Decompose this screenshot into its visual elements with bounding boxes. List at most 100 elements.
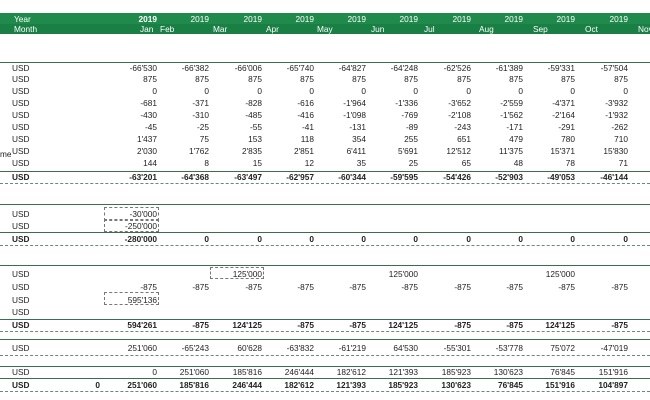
total-cell: -59'595: [390, 172, 418, 182]
input-box[interactable]: [104, 207, 159, 221]
total-cell: -52'903: [495, 172, 523, 182]
value-cell: -875: [506, 282, 523, 292]
currency-label: USD: [12, 146, 30, 156]
row-separator: [0, 232, 650, 233]
month-cell: Jul: [424, 24, 435, 34]
month-cell: Apr: [266, 24, 279, 34]
value-cell: 144: [143, 158, 157, 168]
value-cell: -64'827: [338, 63, 366, 73]
year-cell: 2019: [295, 14, 314, 24]
row-separator: [0, 183, 650, 184]
total-cell: -280'000: [124, 234, 157, 244]
value-cell: 71: [618, 158, 628, 168]
value-cell: 875: [352, 74, 366, 84]
value-cell: -875: [401, 282, 418, 292]
value-cell: -2'164: [552, 110, 575, 120]
total-cell: 0: [361, 234, 366, 244]
pre-value: 0: [95, 380, 100, 390]
value-cell: -875: [140, 282, 157, 292]
value-cell: 875: [614, 74, 628, 84]
value-cell: 0: [466, 86, 471, 96]
row-separator: [0, 171, 650, 172]
currency-label: USD: [12, 221, 30, 231]
value-cell: 0: [152, 367, 157, 377]
value-cell: 125'000: [388, 269, 418, 279]
month-cell: Nov: [638, 24, 650, 34]
value-cell: -55'301: [443, 343, 471, 353]
total-cell: 246'444: [232, 380, 262, 390]
value-cell: 65: [461, 158, 471, 168]
value-cell: -250'000: [124, 221, 157, 231]
value-cell: 479: [509, 134, 523, 144]
row-separator: [0, 355, 650, 356]
value-cell: 595'136: [127, 295, 157, 305]
value-cell: -30'000: [129, 209, 157, 219]
value-cell: 1'437: [136, 134, 157, 144]
value-cell: 125'000: [232, 269, 262, 279]
row-separator: [0, 245, 650, 246]
value-cell: -875: [454, 282, 471, 292]
row-separator: [0, 62, 650, 63]
value-cell: 875: [143, 74, 157, 84]
total-cell: 130'623: [441, 380, 471, 390]
value-cell: -1'098: [343, 110, 366, 120]
total-cell: -46'144: [600, 172, 628, 182]
total-cell: 182'612: [284, 380, 314, 390]
total-cell: 76'845: [497, 380, 523, 390]
currency-label: USD: [12, 234, 30, 244]
total-cell: -54'426: [443, 172, 471, 182]
currency-label: USD: [12, 158, 30, 168]
value-cell: -416: [297, 110, 314, 120]
currency-label: USD: [12, 295, 30, 305]
edge-fragment-row9: me: [0, 149, 12, 159]
currency-label: USD: [12, 63, 30, 73]
value-cell: -875: [349, 282, 366, 292]
total-cell: 0: [257, 234, 262, 244]
row-separator: [0, 366, 650, 367]
total-cell: 0: [518, 234, 523, 244]
value-cell: 121'393: [388, 367, 418, 377]
value-cell: 118: [300, 134, 314, 144]
row-separator: [0, 331, 650, 332]
year-cell: 2019: [609, 14, 628, 24]
value-cell: -171: [506, 122, 523, 132]
total-cell: 0: [623, 234, 628, 244]
value-cell: 12: [304, 158, 314, 168]
total-cell: -63'201: [129, 172, 157, 182]
value-cell: -2'108: [448, 110, 471, 120]
value-cell: 151'916: [598, 367, 628, 377]
currency-label: USD: [12, 380, 30, 390]
value-cell: 75: [199, 134, 209, 144]
year-cell: 2019: [243, 14, 262, 24]
value-cell: -291: [558, 122, 575, 132]
year-cell: 2019: [556, 14, 575, 24]
currency-label: USD: [12, 269, 30, 279]
value-cell: 0: [257, 86, 262, 96]
currency-label: USD: [12, 307, 30, 317]
value-cell: 15'830: [603, 146, 628, 156]
year-cell: 2019: [452, 14, 471, 24]
currency-label: USD: [12, 98, 30, 108]
value-cell: 246'444: [284, 367, 314, 377]
total-cell: -63'497: [234, 172, 262, 182]
value-cell: 0: [361, 86, 366, 96]
currency-label: USD: [12, 110, 30, 120]
value-cell: -25: [197, 122, 209, 132]
total-cell: 124'125: [388, 320, 418, 330]
total-cell: -875: [454, 320, 471, 330]
row-separator: [0, 378, 650, 379]
input-box[interactable]: [210, 267, 264, 279]
month-cell: Mar: [213, 24, 228, 34]
value-cell: 251'060: [179, 367, 209, 377]
input-box[interactable]: [104, 292, 159, 305]
value-cell: -41: [302, 122, 314, 132]
value-cell: -45: [145, 122, 157, 132]
value-cell: -1'562: [500, 110, 523, 120]
value-cell: 185'816: [232, 367, 262, 377]
total-cell: -49'053: [547, 172, 575, 182]
input-box[interactable]: [104, 219, 159, 232]
total-cell: -875: [192, 320, 209, 330]
value-cell: -262: [611, 122, 628, 132]
value-cell: 875: [457, 74, 471, 84]
